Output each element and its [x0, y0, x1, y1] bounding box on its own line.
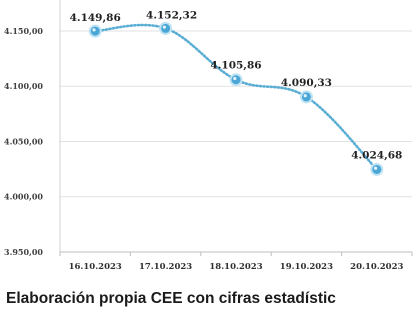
- series-markers: [88, 21, 384, 176]
- data-label: 4.024,68: [351, 149, 402, 161]
- data-point: [370, 162, 384, 176]
- y-tick-label: 4.000,00: [4, 192, 43, 202]
- data-point: [229, 73, 243, 87]
- data-label: 4.152,32: [146, 9, 197, 21]
- x-tick-label: 17.10.2023: [139, 262, 192, 272]
- data-labels: 4.149,86 4.152,32 4.105,86 4.090,33 4.024,68: [70, 9, 403, 161]
- data-label: 4.105,86: [210, 60, 261, 72]
- data-point: [88, 24, 102, 38]
- x-tick-label: 20.10.2023: [350, 262, 403, 272]
- x-tick-label: 18.10.2023: [209, 262, 262, 272]
- series-line: [93, 23, 379, 171]
- y-tick-label: 4.100,00: [4, 81, 43, 91]
- x-tick-label: 16.10.2023: [69, 262, 122, 272]
- y-tick-label: 4.150,00: [4, 26, 43, 36]
- y-tick-label: 4.050,00: [4, 136, 43, 146]
- x-axis: 16.10.2023 17.10.2023 18.10.2023 19.10.2023…: [59, 252, 413, 272]
- data-label: 4.090,33: [281, 77, 332, 89]
- grid-lines: [59, 0, 412, 253]
- y-axis: 3.950,00 4.000,00 4.050,00 4.100,00 4.150,00: [4, 26, 43, 257]
- x-tick-label: 19.10.2023: [280, 262, 333, 272]
- data-point-highlight: [303, 94, 307, 98]
- y-tick-label: 3.950,00: [4, 247, 43, 257]
- line-chart: 3.950,00 4.000,00 4.050,00 4.100,00 4.150,00…: [4, 0, 413, 272]
- data-point-highlight: [374, 166, 378, 170]
- data-point-highlight: [233, 76, 237, 81]
- data-label: 4.149,86: [70, 12, 121, 24]
- data-point: [299, 90, 313, 104]
- data-point-highlight: [162, 25, 166, 29]
- data-point-highlight: [92, 28, 96, 32]
- data-point: [159, 21, 173, 35]
- source-caption: Elaboración propia CEE con cifras estadí…: [6, 290, 336, 307]
